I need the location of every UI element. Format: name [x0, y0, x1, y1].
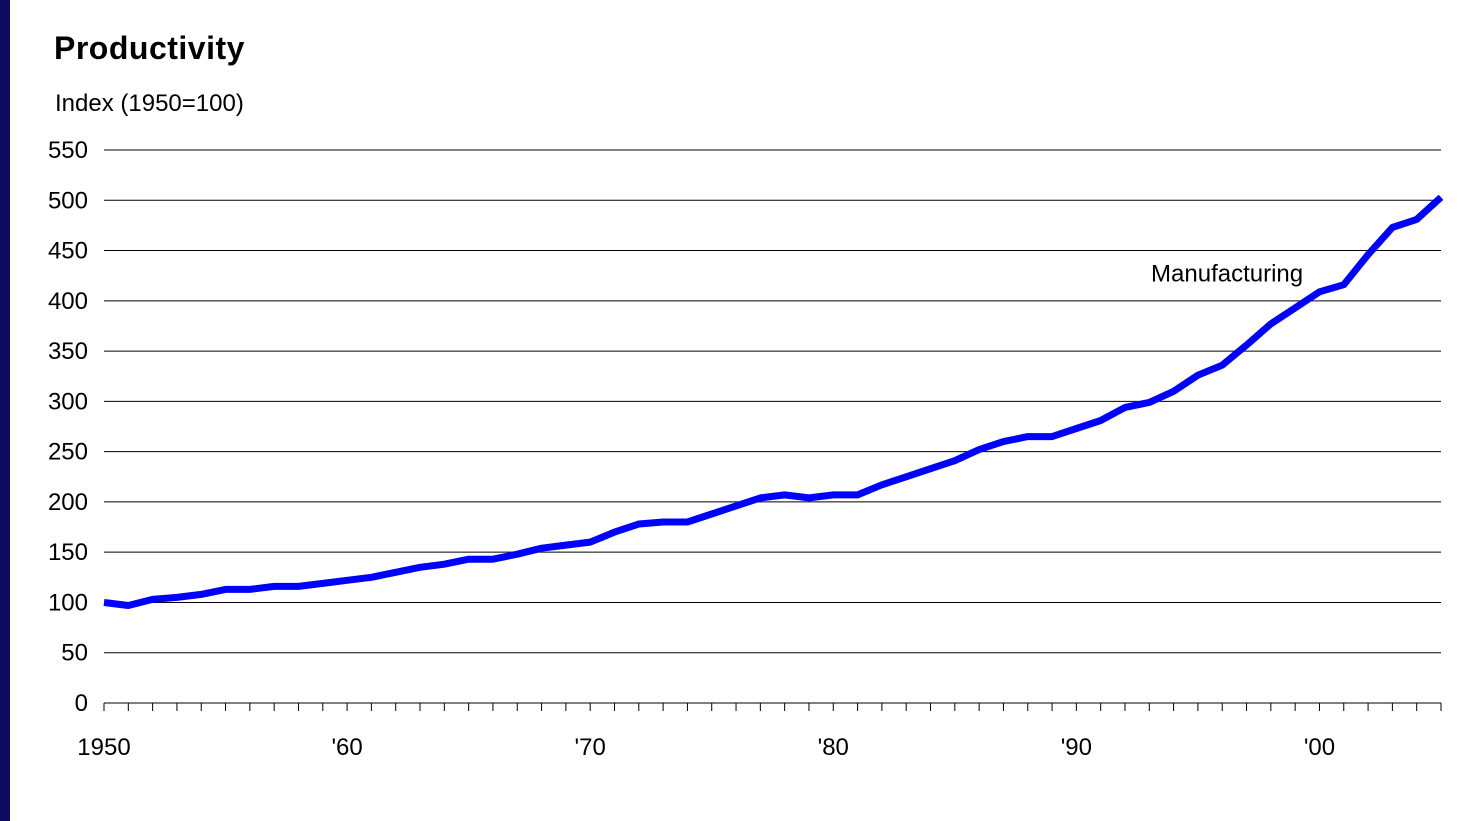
slide-background: Productivity Index (1950=100) 0 50 100 150 2… [10, 0, 1464, 821]
y-tick-label: 300 [48, 388, 88, 415]
x-tick-label: '80 [818, 734, 849, 761]
y-tick-label: 400 [48, 288, 88, 315]
y-tick-label: 0 [75, 690, 88, 717]
x-tick-label: '60 [331, 734, 362, 761]
y-tick-label: 100 [48, 589, 88, 616]
y-tick-label: 50 [61, 640, 88, 667]
series-annotation-label: Manufacturing [1151, 261, 1303, 288]
x-tick-label: '00 [1304, 734, 1335, 761]
chart-title: Productivity [54, 30, 245, 66]
y-tick-label: 150 [48, 539, 88, 566]
y-tick-label: 450 [48, 238, 88, 265]
x-tick-label: '90 [1061, 734, 1092, 761]
productivity-line-chart: 0 50 100 150 200 250 300 350 400 450 500 550 1950 '60… [48, 137, 1444, 761]
y-tick-label: 350 [48, 338, 88, 365]
y-axis-label: Index (1950=100) [55, 90, 244, 117]
x-tick-label: '70 [575, 734, 606, 761]
x-tick-label: 1950 [77, 734, 130, 761]
y-tick-label: 500 [48, 187, 88, 214]
y-tick-label: 250 [48, 439, 88, 466]
series-line-manufacturing [103, 194, 1444, 609]
y-tick-label: 200 [48, 489, 88, 516]
y-tick-label: 550 [48, 137, 88, 164]
